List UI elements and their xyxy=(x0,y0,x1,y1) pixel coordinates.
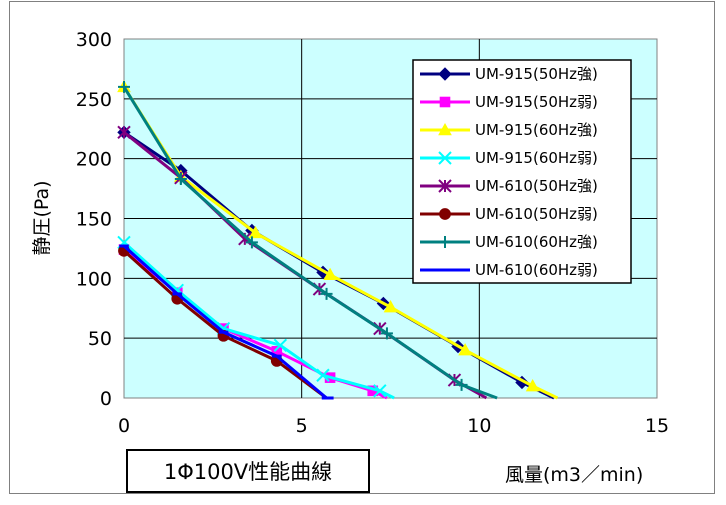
legend-marker xyxy=(438,151,452,165)
legend-item: UM-610(50Hz強) xyxy=(420,177,598,195)
legend-label: UM-610(50Hz強) xyxy=(475,177,598,195)
x-tick-label: 0 xyxy=(118,415,130,437)
legend-label: UM-915(60Hz弱) xyxy=(475,149,598,167)
y-tick-label: 100 xyxy=(76,268,112,290)
legend-marker xyxy=(439,208,451,220)
data-point xyxy=(320,287,333,300)
legend-item: UM-610(60Hz弱) xyxy=(420,261,598,279)
caption-box: 1Φ100V性能曲線 xyxy=(126,449,370,493)
data-point xyxy=(245,236,258,249)
data-point xyxy=(119,244,129,248)
legend-item: UM-915(60Hz強) xyxy=(420,121,598,139)
data-point xyxy=(380,327,393,340)
y-tick-label: 300 xyxy=(76,29,112,51)
data-point xyxy=(316,368,330,382)
legend-item: UM-915(60Hz弱) xyxy=(420,149,598,167)
legend-marker xyxy=(439,236,451,248)
data-point xyxy=(118,80,130,93)
y-axis-title: 静圧(Pa) xyxy=(31,180,53,255)
y-tick-label: 50 xyxy=(88,328,112,350)
series-layer xyxy=(117,79,559,400)
data-point xyxy=(218,330,229,334)
legend-label: UM-915(50Hz強) xyxy=(475,65,598,83)
y-tick-label: 150 xyxy=(76,209,112,231)
legend-item: UM-915(50Hz強) xyxy=(420,65,598,83)
x-tick-label: 10 xyxy=(467,415,491,437)
y-tick-label: 0 xyxy=(100,388,112,410)
legend-item: UM-610(60Hz強) xyxy=(420,233,598,251)
series-8 xyxy=(119,244,334,400)
x-tick-label: 15 xyxy=(645,415,669,437)
legend-label: UM-915(50Hz弱) xyxy=(475,93,598,111)
legend-marker xyxy=(438,67,452,81)
data-point xyxy=(271,354,282,358)
y-tick-label: 250 xyxy=(76,89,112,111)
legend-marker xyxy=(440,268,450,272)
legend-label: UM-915(60Hz強) xyxy=(475,121,598,139)
legend-label: UM-610(50Hz弱) xyxy=(475,205,598,223)
data-point xyxy=(383,300,398,313)
data-point xyxy=(117,125,131,140)
caption-text: 1Φ100V性能曲線 xyxy=(163,460,333,484)
data-point xyxy=(525,379,540,392)
legend-marker xyxy=(438,122,452,136)
data-point xyxy=(458,343,472,356)
legend-label: UM-610(60Hz強) xyxy=(475,233,598,251)
data-point xyxy=(455,378,468,391)
x-tick-label: 5 xyxy=(296,415,308,437)
legend-item: UM-915(50Hz弱) xyxy=(420,93,598,111)
data-point xyxy=(248,225,263,239)
data-point xyxy=(273,338,288,353)
legend-label: UM-610(60Hz弱) xyxy=(475,261,598,279)
data-point xyxy=(174,173,187,186)
legend-item: UM-610(50Hz弱) xyxy=(420,205,598,223)
data-point xyxy=(321,396,332,400)
y-tick-label: 200 xyxy=(76,149,112,171)
data-point xyxy=(373,384,387,398)
x-axis-title: 風量(m3／min) xyxy=(505,464,643,486)
legend-marker xyxy=(439,96,451,108)
series-7 xyxy=(118,80,498,400)
data-point xyxy=(172,292,183,296)
series-line xyxy=(122,86,559,400)
legend: UM-915(50Hz強) UM-915(50Hz弱) UM-915(60Hz強) U… xyxy=(412,59,632,284)
legend-marker xyxy=(438,179,452,193)
data-point xyxy=(323,267,337,281)
tick-labels: 0 50 100 150 200 250 300 0 5 10 15 xyxy=(76,29,669,437)
